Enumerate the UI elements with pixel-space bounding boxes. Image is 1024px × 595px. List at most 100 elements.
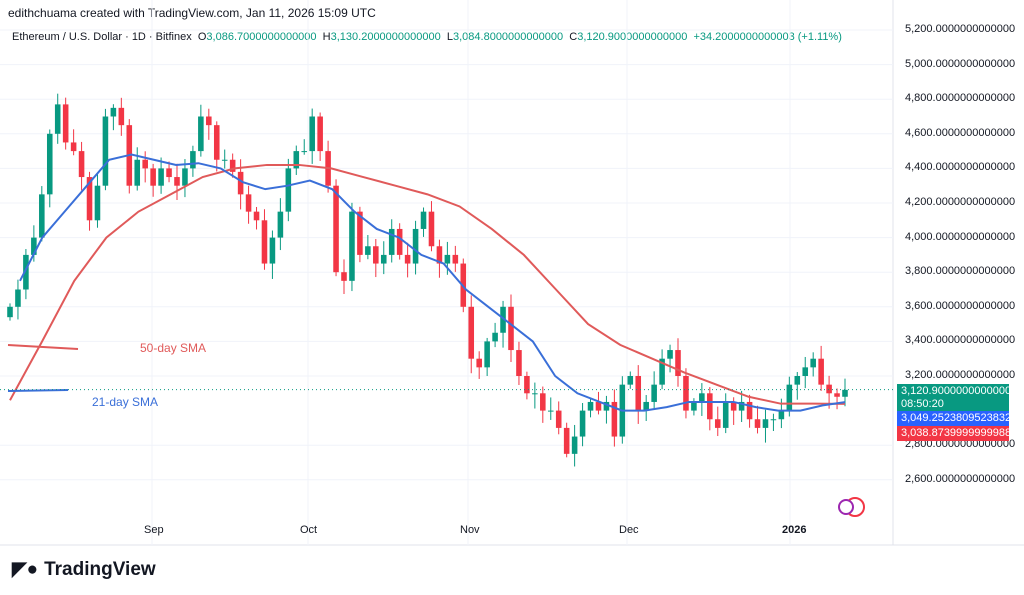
sma21-badge: 3,049.2523809523832	[897, 411, 1011, 426]
candle-up	[738, 401, 745, 411]
candle-down	[826, 384, 832, 394]
candle-up	[699, 393, 705, 402]
sma21-line	[19, 153, 846, 412]
x-tick-label: Sep	[144, 524, 164, 536]
candle-down	[436, 246, 443, 264]
candle-up	[380, 254, 387, 264]
candle-down	[683, 376, 689, 411]
candle-down	[452, 254, 459, 264]
candle-up	[182, 168, 188, 186]
candle-up	[39, 194, 45, 238]
y-tick-label: 2,600.0000000000000	[905, 472, 1016, 485]
y-tick-label: 4,800.0000000000000	[905, 92, 1016, 105]
candle-down	[213, 125, 220, 160]
candle-down	[476, 358, 482, 368]
candle-down	[707, 393, 713, 420]
candle-up	[770, 419, 777, 421]
open-label: O	[197, 31, 207, 43]
candle-up	[269, 237, 276, 264]
candle-down	[206, 116, 212, 126]
credit-text: edithchuama created with TradingView.com…	[8, 6, 376, 20]
candle-down	[508, 306, 514, 351]
candle-up	[484, 341, 490, 368]
candle-down	[635, 376, 642, 411]
candle-down	[118, 107, 125, 126]
sma21-annotation: 21-day SMA	[92, 395, 159, 409]
candle-up	[102, 116, 109, 186]
candle-down	[253, 211, 260, 221]
low-label: L	[446, 31, 453, 43]
candle-down	[516, 350, 522, 376]
candle-up	[492, 332, 498, 342]
candle-up	[388, 228, 395, 255]
candle-up	[603, 401, 610, 411]
last-price: 3,120.9000000000000	[901, 385, 1012, 397]
sma50-badge: 3,038.8739999999988	[897, 426, 1011, 441]
candle-up	[532, 393, 538, 395]
candle-up	[412, 228, 419, 264]
candle-up	[7, 306, 13, 318]
candle-down	[150, 168, 156, 186]
candle-down	[611, 401, 618, 437]
y-tick-label: 4,600.0000000000000	[905, 126, 1016, 139]
candle-up	[627, 376, 634, 385]
last-price-badge: 3,120.9000000000000 08:50:20	[897, 384, 1012, 411]
candle-down	[166, 168, 172, 178]
candle-up	[810, 358, 816, 368]
tradingview-logo: ◤● TradingView	[12, 558, 156, 581]
candle-down	[70, 142, 77, 152]
candle-up	[110, 107, 117, 117]
x-tick-label: Nov	[460, 524, 480, 536]
y-tick-label: 4,000.0000000000000	[905, 230, 1016, 243]
change-value: +34.2000000000003 (+1.11%)	[693, 31, 842, 43]
candle-up	[158, 168, 164, 186]
candle-down	[245, 194, 252, 212]
candle-up	[301, 151, 308, 153]
candle-up	[722, 401, 729, 428]
symbol-legend: Ethereum / U.S. Dollar · 1D · Bitfinex O…	[12, 31, 842, 43]
close-value: 3,120.9000000000000	[577, 31, 688, 43]
candle-up	[285, 168, 292, 212]
y-tick-label: 2,800.0000000000000	[905, 438, 1016, 451]
candle-down	[62, 104, 69, 143]
y-tick-label: 3,800.0000000000000	[905, 265, 1016, 278]
candle-up	[15, 289, 21, 307]
candle-up	[54, 104, 61, 134]
candle-up	[842, 389, 848, 397]
candle-up	[46, 133, 53, 195]
candle-up	[651, 384, 657, 402]
symbol-name[interactable]: Ethereum / U.S. Dollar · 1D · Bitfinex	[12, 31, 192, 43]
candle-up	[579, 410, 586, 437]
candle-down	[714, 419, 721, 428]
sma50-annotation: 50-day SMA	[140, 341, 207, 355]
candle-down	[373, 246, 379, 264]
candle-up	[309, 116, 315, 152]
candle-up	[134, 159, 141, 186]
candle-up	[221, 159, 228, 161]
candle-up	[31, 237, 37, 255]
candle-up	[420, 211, 427, 229]
candle-down	[468, 306, 475, 359]
candle-up	[643, 401, 649, 411]
candle-up	[667, 350, 673, 359]
candle-down	[261, 220, 268, 264]
y-tick-label: 3,600.0000000000000	[905, 299, 1016, 312]
candle-down	[78, 151, 85, 178]
y-tick-label: 3,400.0000000000000	[905, 334, 1016, 347]
candle-up	[794, 376, 801, 385]
candle-up	[762, 419, 769, 428]
bar-countdown: 08:50:20	[901, 398, 944, 410]
sma50-annotation-line	[7, 344, 79, 350]
candle-down	[404, 254, 411, 264]
low-value: 3,084.8000000000000	[453, 31, 564, 43]
high-label: H	[322, 31, 331, 43]
y-tick-label: 4,400.0000000000000	[905, 161, 1016, 174]
candle-down	[555, 410, 562, 428]
candle-up	[659, 358, 665, 385]
tv-logo-icon: ◤●	[12, 559, 39, 580]
candle-up	[587, 401, 594, 411]
candle-down	[730, 401, 737, 411]
candle-down	[333, 185, 339, 273]
open-value: 3,086.7000000000000	[206, 31, 317, 43]
